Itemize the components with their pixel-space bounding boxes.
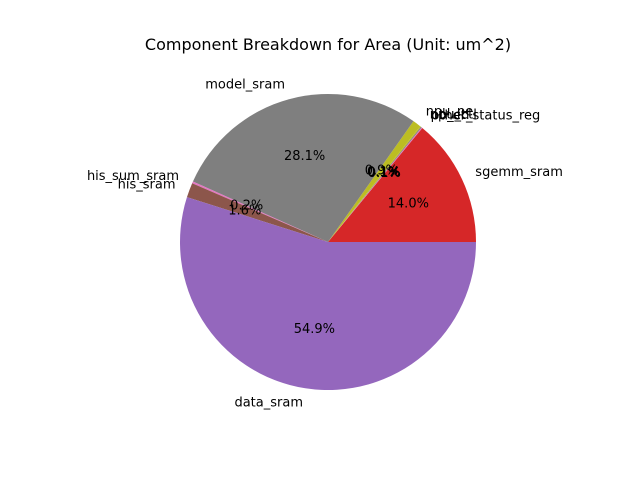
pie-slice-npu-ctl	[328, 126, 421, 242]
slice-percent-label: 0.1%	[368, 166, 401, 181]
slice-label: pb_ctl	[431, 108, 470, 123]
slice-label: model_sram	[205, 78, 285, 93]
slice-percent-label: 0.1%	[367, 165, 400, 180]
pie-slice-other-status-reg	[328, 127, 423, 242]
slice-label: npu_pe	[426, 104, 473, 119]
pie-slices	[180, 93, 476, 391]
pie-slice-pb-ctl	[328, 126, 422, 242]
slice-percent-label: 54.9%	[294, 322, 335, 337]
slice-label: sgemm_sram	[475, 165, 563, 180]
slice-label: other_status_reg	[431, 109, 540, 124]
pie-slice-data-sram	[180, 197, 476, 391]
slice-label: his_sram	[118, 177, 176, 192]
pie-slice-his-sram	[186, 183, 328, 242]
slice-label: data_sram	[234, 395, 303, 410]
pie-slice-npu-pe	[328, 121, 421, 242]
slice-percent-label: 0.1%	[367, 166, 400, 181]
slice-percent-label: 0.9%	[365, 164, 398, 179]
pie-slice-his-sum-sram	[192, 181, 328, 242]
slice-percent-label: 0.2%	[230, 199, 263, 214]
slice-label: npu_ctl	[430, 107, 477, 122]
slice-percent-label: 14.0%	[388, 197, 429, 212]
slice-percent-label: 1.6%	[228, 203, 261, 218]
pie-slice-sgemm-sram	[328, 127, 476, 242]
slice-percent-label: 28.1%	[284, 149, 325, 164]
pie-slice-model-sram	[192, 93, 414, 242]
chart-title: Component Breakdown for Area (Unit: um^2…	[145, 35, 511, 54]
slice-label: his_sum_sram	[87, 169, 179, 184]
pie-labels: sgemm_sram 14.0% other_status_reg 0.1% pb_ct…	[87, 78, 563, 411]
